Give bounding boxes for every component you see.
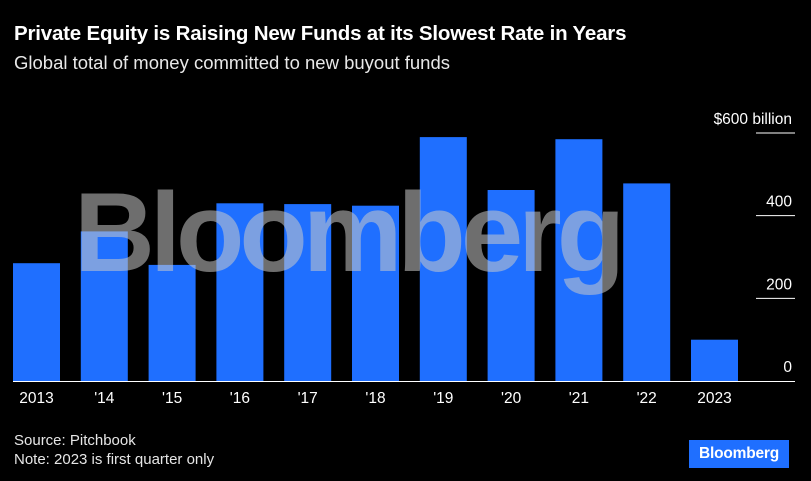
bloomberg-logo-badge: Bloomberg [689, 440, 789, 468]
y-tick-label: 400 [766, 194, 792, 211]
y-tick-label: 200 [766, 276, 792, 293]
bar-0 [13, 263, 60, 381]
chart-title: Private Equity is Raising New Funds at i… [14, 22, 627, 45]
bar-7 [487, 190, 535, 381]
y-tick-label: 0 [783, 359, 792, 376]
x-tick-label: '18 [365, 390, 385, 407]
x-tick-label: '22 [637, 390, 657, 407]
bar-9 [623, 183, 671, 381]
bar-5 [352, 205, 399, 381]
x-tick-label: '20 [501, 390, 522, 407]
bar-4 [284, 204, 332, 381]
y-axis-ticks: $600 billion 400 200 0 [714, 111, 793, 376]
chart-subtitle: Global total of money committed to new b… [14, 52, 451, 73]
x-axis-ticks: 2013 '14 '15 '16 '17 '18 '19 '20 '21 '22 2023 [19, 390, 731, 407]
x-tick-label: 2023 [697, 390, 731, 407]
x-tick-label: '16 [230, 390, 250, 407]
source-label: Source: Pitchbook [14, 432, 136, 449]
bar-2 [148, 264, 196, 381]
y-tick-label: $600 billion [714, 111, 792, 128]
bar-3 [216, 203, 264, 381]
x-tick-label: '17 [298, 390, 318, 407]
footnote: Note: 2023 is first quarter only [14, 451, 215, 468]
x-tick-label: '19 [433, 390, 453, 407]
x-tick-label: '21 [569, 390, 589, 407]
bar-6 [419, 137, 467, 381]
gridlines [756, 132, 795, 299]
source-note: Source: Pitchbook Note: 2023 is first qu… [14, 431, 214, 469]
bar-10 [691, 339, 738, 381]
bar-8 [555, 139, 603, 381]
bar-1 [80, 231, 128, 381]
bars [13, 137, 738, 381]
x-tick-label: 2013 [19, 390, 53, 407]
x-tick-label: '14 [94, 390, 115, 407]
x-tick-label: '15 [162, 390, 182, 407]
